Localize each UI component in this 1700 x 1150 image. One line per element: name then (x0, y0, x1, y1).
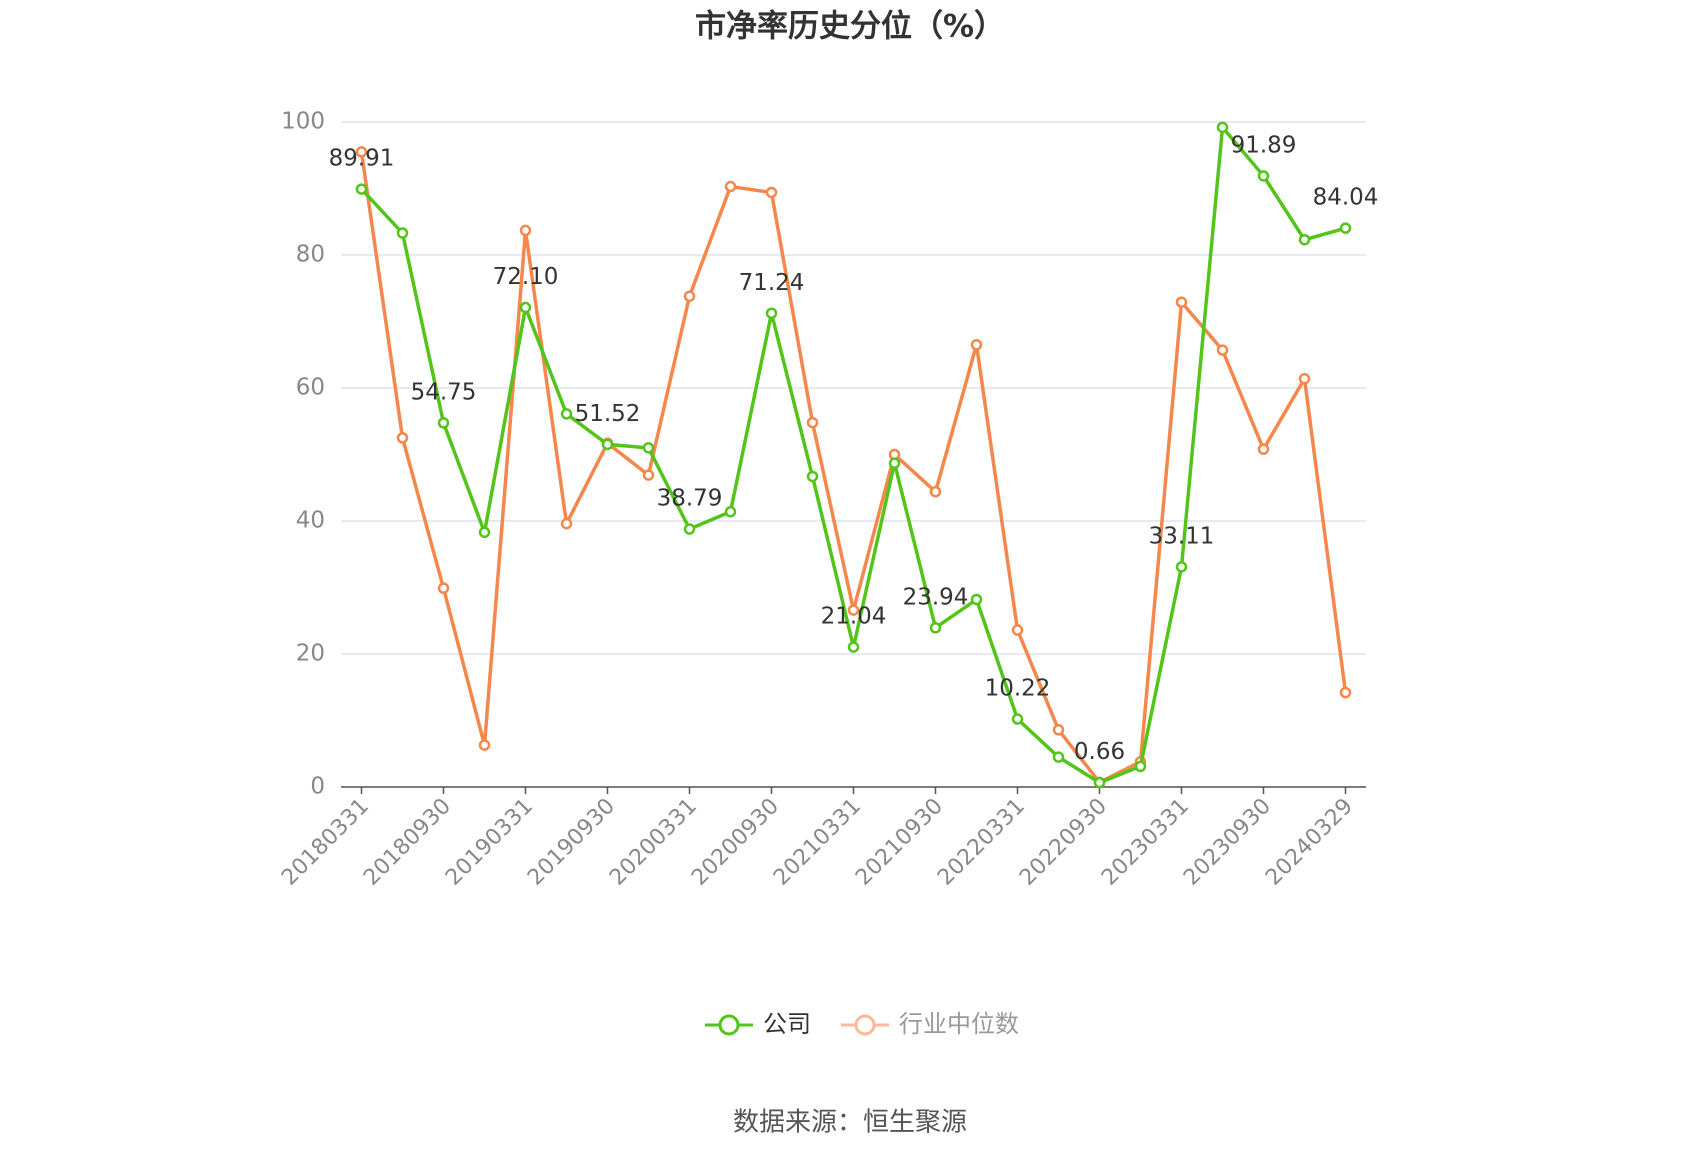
data-point (642, 442, 655, 454)
data-label: 38.79 (657, 486, 723, 512)
data-point (355, 183, 368, 195)
x-tick-label: 20190331 (441, 794, 538, 891)
x-tick-label: 20210930 (851, 794, 948, 891)
data-label: 71.24 (739, 270, 805, 296)
data-point (355, 146, 368, 158)
data-point (1134, 760, 1147, 773)
data-label: 89.91 (329, 146, 395, 172)
x-tick-label: 20230930 (1179, 794, 1276, 891)
data-point (683, 523, 696, 535)
y-tick-label: 20 (296, 641, 325, 667)
data-point (396, 432, 409, 444)
x-tick-label: 20190930 (523, 794, 620, 891)
data-point (724, 180, 737, 193)
data-point (765, 186, 778, 199)
data-point (478, 526, 491, 539)
data-label: 21.04 (821, 604, 887, 630)
y-tick-label: 60 (296, 375, 325, 401)
data-point (1257, 170, 1270, 182)
legend-label[interactable]: 公司 (763, 1010, 811, 1038)
data-point (1052, 724, 1065, 736)
data-label: 72.10 (493, 264, 559, 290)
data-point (1298, 372, 1311, 385)
legend-marker (854, 1014, 876, 1036)
data-label: 84.04 (1313, 185, 1379, 211)
data-label: 10.22 (985, 676, 1051, 702)
data-point (1298, 233, 1311, 246)
data-point (601, 438, 614, 451)
data-point (765, 307, 778, 320)
data-point (396, 227, 409, 239)
data-point (478, 739, 491, 751)
data-point (1216, 121, 1229, 134)
data-label: 51.52 (575, 401, 641, 427)
data-label: 0.66 (1074, 739, 1125, 765)
x-tick-label: 20200930 (687, 794, 784, 891)
data-point (642, 469, 655, 481)
x-tick-label: 20230331 (1097, 794, 1194, 891)
data-point (1011, 713, 1024, 725)
data-point (806, 470, 819, 483)
data-point (560, 408, 573, 420)
source-note: 数据来源：恒生聚源 (733, 1108, 967, 1138)
data-label: 54.75 (411, 379, 477, 405)
data-point (437, 582, 450, 594)
x-tick-label: 20220331 (933, 794, 1030, 891)
data-point (970, 339, 983, 351)
data-point (1175, 296, 1188, 308)
data-point (806, 416, 819, 429)
data-point (560, 517, 573, 530)
data-point (1011, 624, 1024, 636)
data-point (847, 604, 860, 616)
data-label: 33.11 (1149, 523, 1215, 549)
x-tick-label: 20210331 (769, 794, 866, 891)
data-point (1093, 776, 1106, 789)
x-tick-label: 20200331 (605, 794, 702, 891)
data-point (1339, 686, 1352, 699)
x-tick-label: 20220930 (1015, 794, 1112, 891)
legend-label[interactable]: 行业中位数 (899, 1010, 1019, 1038)
legend-marker (718, 1014, 740, 1036)
data-point (970, 593, 983, 606)
data-point (1216, 344, 1229, 356)
data-point (888, 457, 901, 469)
data-point (1052, 751, 1065, 763)
data-point (929, 622, 942, 634)
y-tick-label: 100 (281, 109, 325, 135)
data-point (1339, 222, 1352, 234)
data-label: 23.94 (903, 584, 969, 610)
y-tick-label: 40 (296, 508, 325, 534)
data-point (724, 505, 737, 518)
data-point (683, 290, 696, 302)
y-tick-label: 0 (310, 774, 325, 800)
chart-title: 市净率历史分位（%） (695, 9, 1005, 45)
series-line (359, 151, 1348, 785)
data-point (929, 485, 942, 498)
data-point (847, 641, 860, 653)
data-point (1175, 561, 1188, 573)
data-point (437, 417, 450, 429)
x-tick-label: 20240329 (1261, 794, 1358, 891)
data-point (1257, 443, 1270, 455)
data-label: 91.89 (1231, 132, 1297, 158)
data-point (519, 301, 532, 314)
x-tick-label: 20180930 (359, 794, 456, 891)
x-tick-label: 20180331 (277, 794, 374, 891)
y-tick-label: 80 (296, 242, 325, 268)
data-point (519, 224, 532, 237)
